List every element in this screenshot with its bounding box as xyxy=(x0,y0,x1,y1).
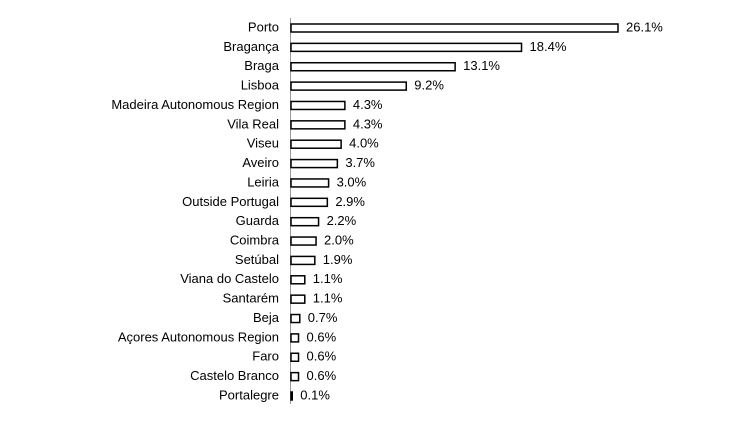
value-label: 0.6% xyxy=(307,349,337,364)
category-label: Castelo Branco xyxy=(190,368,279,383)
bar xyxy=(290,294,306,304)
category-label: Lisboa xyxy=(241,78,280,93)
value-label: 2.9% xyxy=(335,194,365,209)
value-label: 2.2% xyxy=(327,213,357,228)
value-label: 1.9% xyxy=(323,252,353,267)
category-label: Madeira Autonomous Region xyxy=(111,97,279,112)
bar xyxy=(290,23,619,33)
value-label: 0.6% xyxy=(307,329,337,344)
bar xyxy=(290,216,320,227)
value-label: 4.3% xyxy=(353,116,383,131)
category-label: Portalegre xyxy=(219,387,279,402)
bar xyxy=(290,313,301,324)
value-label: 26.1% xyxy=(626,19,663,34)
bar xyxy=(290,42,523,53)
value-label: 2.0% xyxy=(324,232,354,247)
category-label: Leiria xyxy=(247,174,280,189)
category-label: Faro xyxy=(252,349,279,364)
bar xyxy=(290,333,300,343)
category-label: Braga xyxy=(244,58,279,73)
value-label: 13.1% xyxy=(463,58,500,73)
value-label: 18.4% xyxy=(530,39,567,54)
category-label: Santarém xyxy=(223,291,279,306)
value-label: 9.2% xyxy=(414,78,444,93)
category-label: Viseu xyxy=(247,136,279,151)
bar xyxy=(290,197,329,208)
bar xyxy=(290,178,330,188)
bar xyxy=(290,236,317,246)
bar xyxy=(290,275,306,285)
category-label: Aveiro xyxy=(242,155,279,170)
category-label: Beja xyxy=(253,310,280,325)
category-label: Bragança xyxy=(223,39,279,54)
category-label: Viana do Castelo xyxy=(180,271,279,286)
value-label: 1.1% xyxy=(313,291,343,306)
category-label: Setúbal xyxy=(235,252,279,267)
bar xyxy=(290,61,456,72)
category-label: Coimbra xyxy=(230,232,280,247)
bar xyxy=(290,139,342,149)
bar xyxy=(290,158,339,169)
value-label: 0.7% xyxy=(308,310,338,325)
bar xyxy=(290,100,346,111)
category-label: Vila Real xyxy=(227,116,279,131)
category-label: Outside Portugal xyxy=(182,194,279,209)
value-label: 3.7% xyxy=(345,155,375,170)
value-label: 4.3% xyxy=(353,97,383,112)
category-label: Açores Autonomous Region xyxy=(118,329,279,344)
category-label: Porto xyxy=(248,19,279,34)
value-label: 0.1% xyxy=(300,387,330,402)
value-label: 3.0% xyxy=(337,174,367,189)
category-label: Guarda xyxy=(236,213,280,228)
bar xyxy=(290,255,316,266)
value-label: 4.0% xyxy=(349,136,379,151)
bar xyxy=(290,391,294,401)
bar xyxy=(290,352,300,363)
bar xyxy=(290,120,346,130)
value-label: 1.1% xyxy=(313,271,343,286)
bar xyxy=(290,81,408,91)
bar xyxy=(290,371,300,382)
value-label: 0.6% xyxy=(307,368,337,383)
